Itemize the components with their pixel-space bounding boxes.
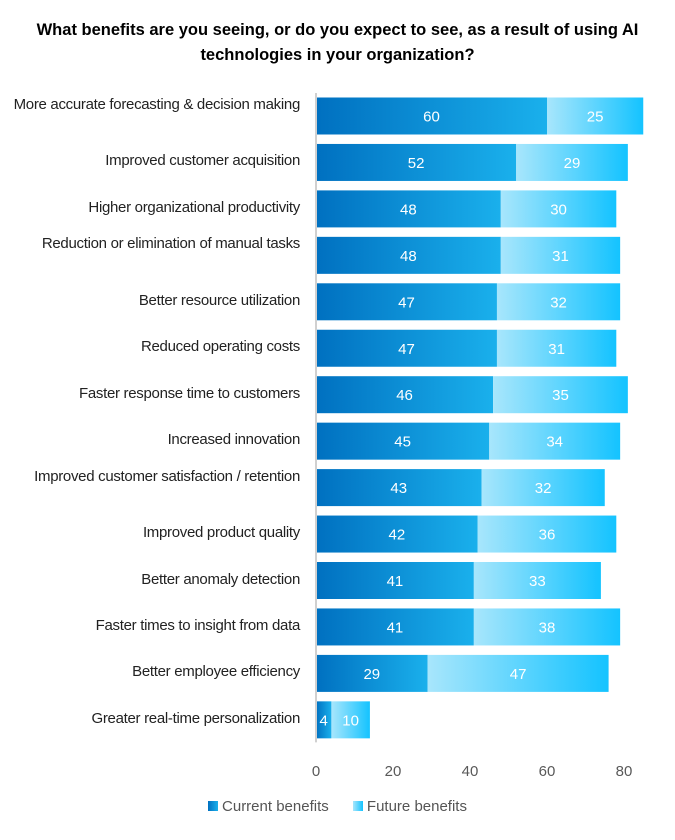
data-label: 29 (564, 155, 581, 172)
category-label: Better resource utilization (138, 291, 300, 309)
category-label: Greater real-time personalization (91, 709, 300, 727)
data-label: 48 (400, 201, 417, 218)
data-label: 47 (510, 666, 527, 683)
legend-label-current: Current benefits (222, 798, 329, 815)
data-label: 47 (398, 341, 415, 358)
legend: Current benefits Future benefits (0, 798, 675, 815)
bar-current (316, 143, 517, 181)
bar-current (316, 701, 332, 739)
x-tick-label: 0 (312, 763, 320, 780)
category-label: Increased innovation (167, 431, 301, 449)
bar-current (316, 422, 490, 460)
category-label: Reduction or elimination of manual tasks (41, 235, 300, 253)
data-label: 41 (387, 619, 404, 636)
data-label: 29 (363, 666, 380, 683)
data-label: 31 (552, 248, 569, 265)
category-label: Better employee efficiency (132, 663, 300, 681)
data-label: 52 (408, 155, 425, 172)
data-label: 30 (550, 201, 567, 218)
bar-future (331, 701, 370, 739)
bar-future (516, 143, 628, 181)
bar-current (316, 515, 478, 553)
data-label: 25 (587, 109, 604, 126)
data-label: 31 (548, 341, 565, 358)
bar-current (316, 654, 428, 692)
data-label: 32 (550, 294, 567, 311)
category-label: Faster response time to customers (78, 384, 300, 402)
data-label: 32 (535, 480, 552, 497)
bar-current (316, 469, 482, 507)
data-label: 33 (529, 573, 546, 590)
bar-current (316, 190, 501, 228)
legend-swatch-future (352, 801, 363, 811)
data-label: 10 (342, 712, 359, 729)
bar-future (477, 515, 617, 553)
data-label: 41 (387, 573, 404, 590)
bar-current (316, 376, 494, 414)
bar-future (473, 608, 621, 646)
bar-current (316, 283, 497, 321)
x-tick-label: 40 (462, 763, 479, 780)
bar-future (473, 562, 601, 599)
data-label: 48 (400, 248, 417, 265)
bar-future (500, 190, 617, 228)
legend-item-future: Future benefits (352, 798, 467, 815)
data-label: 36 (539, 527, 556, 544)
x-tick-label: 60 (539, 763, 556, 780)
category-label: Reduced operating costs (140, 338, 300, 356)
category-label: More accurate forecasting & decision mak… (13, 96, 301, 113)
data-label: 47 (398, 294, 415, 311)
chart-title: What benefits are you seeing, or do you … (36, 21, 639, 64)
data-label: 46 (396, 387, 413, 404)
data-label: 35 (552, 387, 569, 404)
bar-future (500, 236, 621, 274)
data-label: 4 (320, 712, 328, 729)
bar-future (547, 97, 644, 135)
bar-current (316, 562, 474, 599)
category-label: Higher organizational productivity (88, 198, 300, 216)
legend-label-future: Future benefits (366, 798, 467, 815)
data-label: 60 (423, 109, 440, 126)
data-label: 45 (394, 434, 411, 451)
bar-current (316, 608, 474, 646)
bar-future (481, 469, 605, 507)
legend-item-current: Current benefits (208, 798, 329, 815)
category-label: Improved customer satisfaction / retenti… (34, 467, 300, 485)
bar-future (489, 422, 621, 460)
bar-current (316, 236, 501, 274)
category-label: Improved customer acquisition (105, 152, 300, 170)
category-label: Improved product quality (142, 524, 300, 542)
bar-future (493, 376, 628, 414)
bar-current (316, 329, 497, 367)
legend-swatch-current (208, 801, 219, 811)
category-label: Faster times to insight from data (95, 616, 301, 634)
x-tick-label: 20 (385, 763, 402, 780)
data-label: 42 (389, 527, 406, 544)
data-label: 43 (390, 480, 407, 497)
bar-future (496, 283, 621, 321)
x-tick-label: 80 (616, 763, 633, 780)
bar-current (316, 97, 547, 135)
data-label: 34 (546, 434, 563, 451)
data-label: 38 (539, 619, 556, 636)
category-label: Better anomaly detection (141, 570, 300, 588)
bar-future (496, 329, 617, 367)
bar-future (427, 654, 609, 692)
